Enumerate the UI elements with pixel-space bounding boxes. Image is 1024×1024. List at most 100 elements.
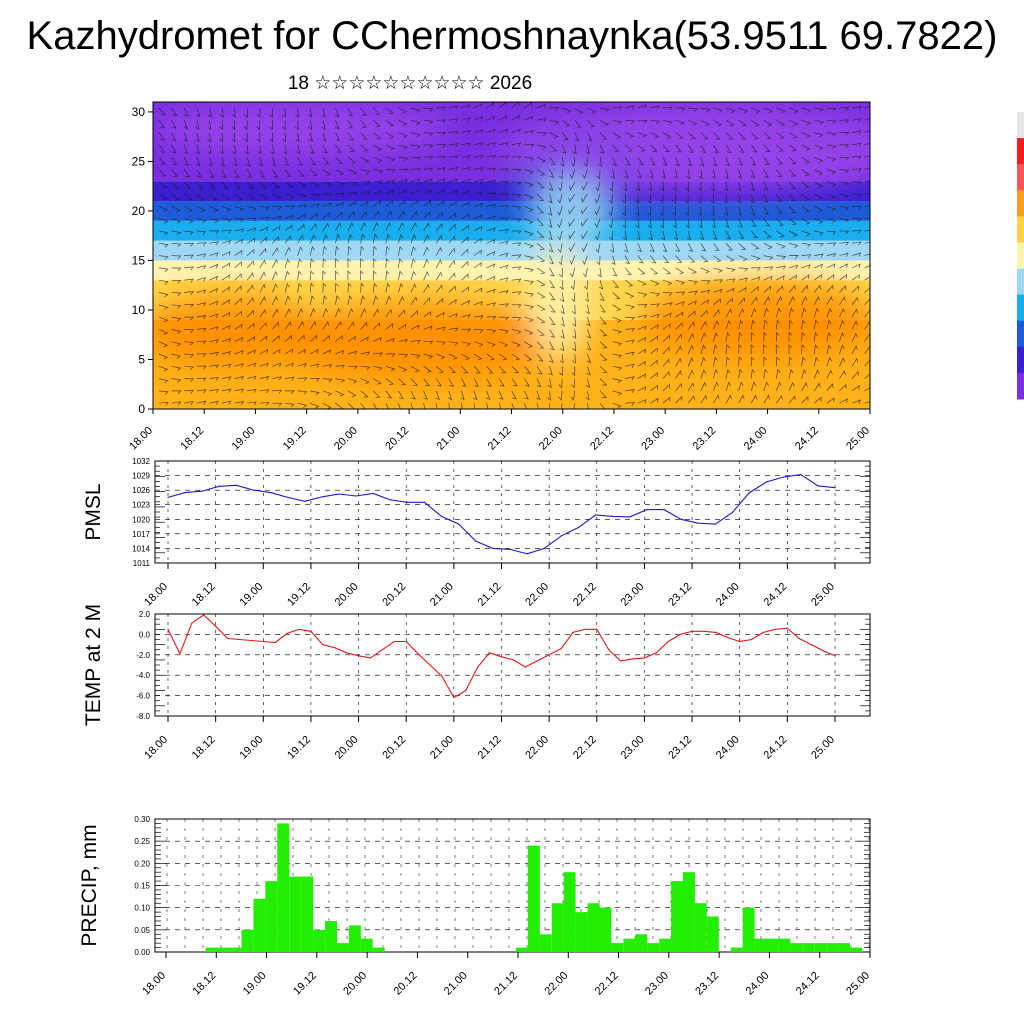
precip-bar <box>527 845 540 952</box>
temp-xtick-label: 24.00 <box>714 734 742 762</box>
colorbar-swatch <box>1017 216 1024 243</box>
heatmap-band <box>153 201 870 221</box>
pmsl-ytick-label: 1032 <box>132 457 150 466</box>
temp-point <box>679 633 681 636</box>
pmsl-ytick-label: 1014 <box>132 544 150 553</box>
temp-point <box>596 628 598 630</box>
temp-xtick-label: 25.00 <box>809 734 837 762</box>
temp-xtick-label: 21.00 <box>428 734 456 762</box>
temp-point <box>405 640 407 643</box>
precip-bar <box>277 823 290 952</box>
precip-xtick-label: 25.00 <box>844 970 872 998</box>
precip-xtick-label: 22.00 <box>542 970 570 998</box>
heatmap-blob <box>530 240 590 360</box>
temp-point <box>238 638 241 641</box>
temp-ylabel: TEMP at 2 M <box>82 604 105 726</box>
cross-section-ytick-label: 0 <box>138 402 145 416</box>
precip-bar <box>838 943 850 952</box>
temp-frame <box>154 613 871 717</box>
temp-point <box>786 627 788 629</box>
precip-xtick-label: 18.12 <box>190 970 218 998</box>
precip-ytick-label: 0.15 <box>134 882 150 891</box>
colorbar-swatch <box>1017 190 1024 217</box>
pmsl-ytick-label: 1020 <box>132 515 150 524</box>
precip-xtick-label: 19.12 <box>291 970 319 998</box>
pmsl-xtick-label: 19.12 <box>285 581 313 609</box>
cross-section-xtick-label: 19.00 <box>230 425 258 453</box>
pmsl-point <box>458 523 460 525</box>
pmsl-ylabel: PMSL <box>82 483 105 540</box>
temp-point <box>655 652 657 654</box>
pmsl-point <box>235 484 238 486</box>
temp-xtick-label: 20.12 <box>380 734 408 762</box>
precip-ytick-label: 0.10 <box>134 904 150 913</box>
temp-point <box>179 653 181 655</box>
temp-xtick-label: 18.12 <box>190 734 218 762</box>
temp-point <box>429 664 431 666</box>
precip-bar <box>706 916 719 952</box>
temp-xtick-label: 22.12 <box>571 734 599 762</box>
temp-point <box>215 625 217 627</box>
pmsl-point <box>389 499 391 501</box>
pmsl-xtick-label: 24.12 <box>762 581 790 609</box>
temp-point <box>298 628 300 630</box>
pmsl-point <box>167 496 169 499</box>
colorbar-swatch <box>1017 138 1024 165</box>
precip-ylabel: PRECIP, mm <box>78 824 101 946</box>
cross-section-xtick-label: 22.00 <box>537 425 565 453</box>
precip-xtick-label: 23.00 <box>643 970 671 998</box>
temp-point <box>453 697 455 699</box>
temp-point <box>703 630 705 632</box>
cross-section-panel: 0 5 10 15 20 25 30 18.00 18.12 19.00 19.12 20.00 20.… <box>127 101 872 453</box>
cross-section-xtick-label: 21.12 <box>486 425 514 453</box>
pmsl-point <box>218 485 220 487</box>
pmsl-ytick-label: 1023 <box>132 501 150 510</box>
pmsl-ytick-label: 1011 <box>133 559 151 568</box>
pmsl-point <box>697 522 699 524</box>
pmsl-ytick-label: 1026 <box>132 486 150 495</box>
pmsl-series-line <box>167 474 836 555</box>
precip-xtick-label: 20.12 <box>392 970 420 998</box>
precip-xtick-label: 20.00 <box>341 970 369 998</box>
temp-point <box>322 644 324 646</box>
pmsl-xtick-label: 18.00 <box>142 581 170 609</box>
pmsl-point <box>252 489 255 491</box>
temp-point <box>226 637 229 640</box>
temp-xtick-label: 23.00 <box>619 734 647 762</box>
cross-section-xtick-label: 18.00 <box>127 425 155 453</box>
pmsl-point <box>475 540 477 542</box>
precip-ytick-label: 0.30 <box>134 815 150 824</box>
temp-point <box>691 630 693 632</box>
precip-bar <box>360 938 373 952</box>
precip-bar <box>778 938 791 952</box>
colorbar-swatch <box>1017 320 1024 348</box>
precip-xtick-label: 19.00 <box>241 970 269 998</box>
temp-xtick-label: 18.00 <box>142 734 170 762</box>
temp-xtick-label: 23.12 <box>666 734 694 762</box>
precip-bar <box>289 876 302 952</box>
precip-bar <box>802 943 815 952</box>
precip-bar <box>694 903 707 952</box>
pmsl-point <box>423 501 426 503</box>
temp-point <box>810 644 812 646</box>
pmsl-xtick-label: 22.00 <box>523 581 551 609</box>
precip-ytick-label: 0.20 <box>134 859 150 868</box>
pmsl-xtick-label: 23.00 <box>619 581 647 609</box>
colorbar-swatch <box>1017 346 1024 374</box>
wind-barbs <box>158 102 870 409</box>
temp-point <box>310 630 312 632</box>
wind-barb-paths <box>158 102 870 409</box>
precip-bar <box>766 938 779 952</box>
temp-point <box>393 640 395 643</box>
precip-bar <box>372 947 385 952</box>
temp-xtick-label: 20.00 <box>333 734 361 762</box>
temp-ytick-label: -2.0 <box>136 651 150 660</box>
temp-point <box>274 641 276 644</box>
cross-section-ytick-label: 15 <box>132 253 146 267</box>
temp-point <box>346 652 348 654</box>
precip-bar <box>563 872 576 952</box>
precip-bar <box>730 947 743 952</box>
precip-bar <box>659 938 672 952</box>
temp-point <box>369 657 372 659</box>
temp-xtick-label: 21.12 <box>476 734 504 762</box>
